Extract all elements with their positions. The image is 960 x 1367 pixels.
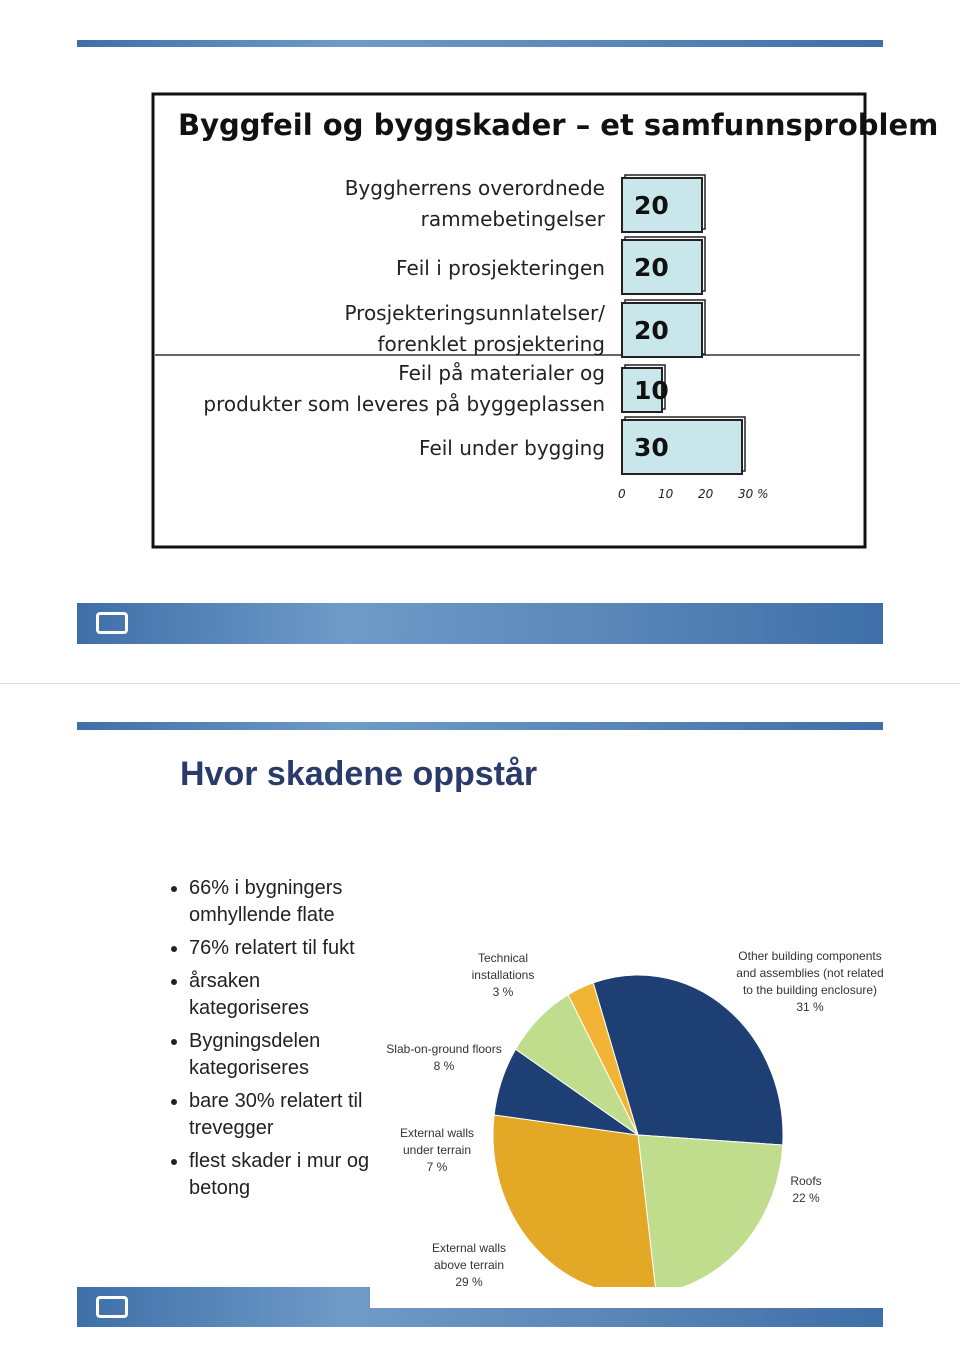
logo [96, 1296, 128, 1318]
pie-value-label: 29 % [455, 1275, 483, 1289]
bar [621, 367, 663, 413]
bar-value-label: 20 [634, 191, 669, 220]
bar-value-label: 20 [634, 316, 669, 345]
bullet: bare 30% relatert til trevegger [189, 1088, 379, 1142]
pie-category: External walls above terrain [431, 1241, 507, 1272]
bar [621, 302, 703, 358]
logo [96, 612, 128, 634]
pie-value-label: 8 % [433, 1059, 455, 1073]
pie-slice [637, 1134, 784, 1295]
pie-value-label: 3 % [492, 985, 514, 999]
pie-value-label: 22 % [792, 1191, 820, 1205]
slide-title: Hvor skadene oppstår [180, 755, 538, 793]
bar [621, 239, 703, 295]
category-label: Feil i prosjekteringen [396, 256, 605, 280]
bar-value-label: 10 [634, 376, 669, 405]
pie-slice [492, 1114, 657, 1296]
category-label: Feil på materialer og produkter som lever… [203, 361, 605, 416]
pie-slice [567, 982, 639, 1136]
slide-top-band [77, 722, 883, 730]
pie-label: External walls above terrain 29 % [424, 1240, 514, 1291]
bullet-list: 66% i bygningers omhyllende flate 76% rel… [175, 875, 379, 1208]
x-tick-label: 30 % [738, 487, 769, 501]
slide-footer-band [77, 603, 883, 644]
pie-label: Roofs 22 % [776, 1173, 836, 1207]
pie-category: External walls under terrain [399, 1126, 475, 1157]
bullet: 66% i bygningers omhyllende flate [189, 875, 379, 929]
page-separator [0, 683, 960, 684]
pie-category: Roofs [790, 1174, 822, 1188]
pie-label: External walls under terrain 7 % [392, 1125, 482, 1176]
chart-title: Byggfeil og byggskader – et samfunnsprob… [178, 108, 938, 142]
slide-frame [151, 92, 867, 549]
category-label: Feil under bygging [419, 436, 605, 460]
slide-top-band [77, 40, 883, 47]
bullet: årsaken kategoriseres [189, 968, 379, 1022]
pie-category: Technical installations [471, 951, 535, 982]
x-tick-label: 0 [618, 487, 626, 501]
footer-mask [370, 1287, 883, 1308]
pie-value-label: 31 % [796, 1000, 824, 1014]
pie-label: Slab-on-ground floors 8 % [379, 1041, 509, 1075]
bar-value-label: 30 [634, 433, 669, 462]
x-tick-label: 10 [658, 487, 674, 501]
bullet: Bygningsdelen kategoriseres [189, 1028, 379, 1082]
category-label: Byggherrens overordnede rammebetingelser [345, 176, 606, 231]
pie-label: Other building components and assemblies… [735, 948, 885, 1016]
pie-slice [592, 974, 784, 1146]
pie-category: Other building components and assemblies… [736, 949, 884, 997]
bar [621, 177, 703, 233]
bullet: 76% relatert til fukt [189, 935, 379, 962]
pie-value-label: 7 % [426, 1160, 448, 1174]
bar-value-label: 20 [634, 253, 669, 282]
bar [621, 419, 743, 475]
pie-category: Slab-on-ground floors [386, 1042, 502, 1056]
category-label: Prosjekteringsunnlatelser/forenklet pros… [344, 301, 605, 356]
x-tick-label: 20 [698, 487, 714, 501]
bullet: flest skader i mur og betong [189, 1148, 379, 1202]
pie-label: Technical installations 3 % [463, 950, 543, 1001]
